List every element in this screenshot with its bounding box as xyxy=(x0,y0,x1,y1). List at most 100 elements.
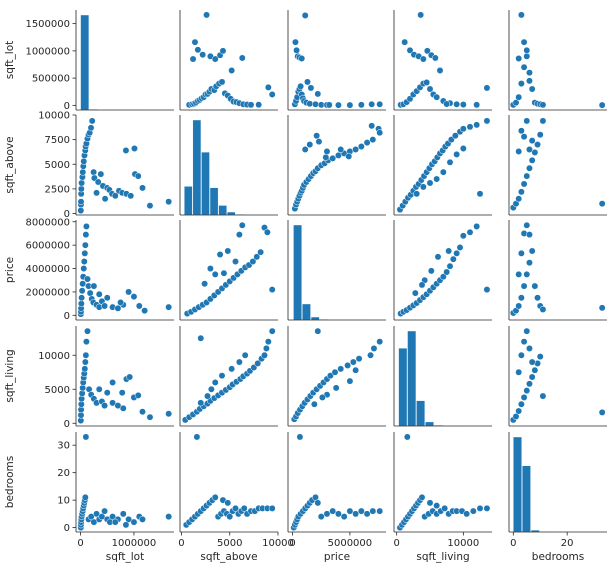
scatter-point xyxy=(483,84,491,92)
scatter-point xyxy=(126,373,134,381)
scatter-point xyxy=(117,299,125,306)
scatter-point xyxy=(419,55,427,63)
histogram-bar xyxy=(425,421,434,427)
scatter-point xyxy=(418,281,426,289)
scatter-point xyxy=(79,280,87,288)
scatter-point xyxy=(90,518,98,526)
scatter-point xyxy=(355,355,363,363)
scatter-point xyxy=(82,433,90,441)
scatter-point xyxy=(526,69,533,77)
scatter-point xyxy=(90,282,98,290)
scatter-point xyxy=(134,172,142,180)
histogram-bar xyxy=(513,436,522,533)
scatter-point xyxy=(449,255,457,263)
scatter-point xyxy=(97,170,105,178)
scatter-point xyxy=(79,168,87,176)
scatter-point xyxy=(515,55,523,62)
y-tick-label: 0 xyxy=(64,523,70,534)
x-tick-label: 0 xyxy=(393,538,399,549)
scatter-point xyxy=(598,101,606,109)
scatter-point xyxy=(238,54,246,62)
scatter-point xyxy=(78,179,86,187)
y-tick-label: 0 xyxy=(64,419,70,430)
scatter-point xyxy=(531,148,539,156)
scatter-point xyxy=(520,282,528,290)
scatter-point xyxy=(264,83,272,91)
scatter-point xyxy=(263,228,271,236)
scatter-point xyxy=(357,143,365,150)
scatter-point xyxy=(523,172,531,180)
scatter-point xyxy=(441,504,449,512)
scatter-point xyxy=(520,338,528,346)
scatter-point xyxy=(476,504,484,512)
scatter-point xyxy=(598,408,606,416)
scatter-point xyxy=(512,413,520,420)
scatter-point xyxy=(80,157,88,165)
scatter-point xyxy=(526,380,533,388)
scatter-point xyxy=(77,198,85,206)
panel-sqft_living-vs-sqft_living xyxy=(393,326,492,427)
scatter-point xyxy=(88,117,96,125)
scatter-point xyxy=(520,180,528,188)
scatter-point xyxy=(77,300,85,308)
scatter-point xyxy=(334,151,342,159)
scatter-point xyxy=(82,222,90,230)
scatter-point xyxy=(459,232,467,240)
panel-sqft_above-vs-sqft_living xyxy=(393,115,492,216)
scatter-point xyxy=(211,493,219,501)
scatter-point xyxy=(469,507,477,515)
scatter-point xyxy=(77,185,85,193)
scatter-point xyxy=(228,365,236,373)
y-axis-label-sqft_lot: sqft_lot xyxy=(4,41,16,79)
scatter-point xyxy=(94,178,102,186)
scatter-point xyxy=(523,117,531,125)
scatter-point xyxy=(369,136,377,144)
scatter-point xyxy=(433,502,441,510)
scatter-point xyxy=(517,11,525,19)
x-tick-label: 10000 xyxy=(262,538,294,549)
scatter-point xyxy=(368,122,376,130)
scatter-point xyxy=(345,152,353,160)
scatter-point xyxy=(109,513,117,521)
scatter-point xyxy=(352,366,360,374)
scatter-point xyxy=(101,402,109,410)
scatter-point xyxy=(95,290,103,298)
scatter-point xyxy=(114,304,122,312)
panel-sqft_above-vs-sqft_lot: 0 2500 5000 7500 10000 sqft_above xyxy=(4,111,174,220)
scatter-point xyxy=(517,294,525,302)
scatter-point xyxy=(232,504,239,512)
scatter-point xyxy=(520,393,528,401)
scatter-point xyxy=(224,499,232,507)
scatter-point xyxy=(146,202,154,210)
scatter-point xyxy=(433,93,441,101)
scatter-point xyxy=(453,100,461,108)
scatter-point xyxy=(247,101,255,109)
scatter-point xyxy=(340,513,348,521)
scatter-point xyxy=(419,183,427,191)
scatter-point xyxy=(119,510,127,518)
scatter-point xyxy=(125,288,133,296)
scatter-point xyxy=(418,493,426,501)
scatter-point xyxy=(135,302,143,310)
scatter-point xyxy=(306,141,314,149)
scatter-point xyxy=(332,384,340,392)
scatter-point xyxy=(417,11,425,19)
scatter-point xyxy=(376,507,384,515)
scatter-point xyxy=(130,293,138,301)
scatter-point xyxy=(517,400,525,408)
scatter-point xyxy=(431,54,439,62)
histogram-bar xyxy=(398,347,408,427)
panel-sqft_living-vs-sqft_above xyxy=(179,326,278,427)
scatter-point xyxy=(82,231,90,239)
scatter-point xyxy=(426,179,434,187)
scatter-point xyxy=(446,158,454,166)
panel-sqft_living-vs-bedrooms xyxy=(508,326,607,427)
scatter-point xyxy=(114,402,122,410)
scatter-point xyxy=(81,358,89,366)
scatter-point xyxy=(80,258,88,265)
scatter-point xyxy=(310,400,318,408)
y-tick-label: 4000000 xyxy=(25,264,70,275)
scatter-point xyxy=(262,344,270,352)
scatter-point xyxy=(528,85,536,93)
